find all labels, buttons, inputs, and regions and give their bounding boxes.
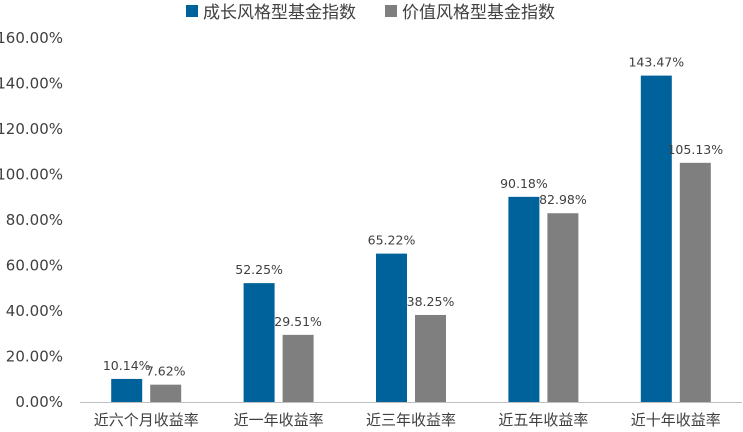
x-category-label: 近一年收益率 bbox=[234, 411, 324, 429]
x-category-label: 近十年收益率 bbox=[631, 411, 721, 429]
bar-series1-3 bbox=[376, 253, 407, 402]
y-axis: 0.00% 20.00% 40.00% 60.00% 80.00% 100.00% 120.… bbox=[0, 29, 63, 411]
bar-series1-1 bbox=[111, 378, 143, 402]
bars bbox=[111, 75, 711, 403]
bar-series1-5 bbox=[640, 75, 672, 403]
data-labels: 10.14%7.62% 52.25% 29.51% 65.22% 38.25% 90.18… bbox=[103, 55, 723, 379]
bar-series1-2 bbox=[243, 283, 275, 402]
y-tick-label: 20.00% bbox=[6, 348, 63, 366]
y-tick-label: 160.00% bbox=[0, 29, 63, 47]
data-label-series1-2: 52.25% bbox=[235, 262, 283, 277]
legend-label-2: 价值风格型基金指数 bbox=[402, 3, 555, 23]
data-label-series2-1: 7.62% bbox=[146, 364, 186, 379]
data-label-series2-5: 105.13% bbox=[667, 142, 723, 157]
y-tick-label: 60.00% bbox=[6, 257, 63, 275]
data-label-series2-4: 82.98% bbox=[539, 192, 587, 207]
y-tick-label: 40.00% bbox=[6, 302, 63, 320]
y-tick-label: 120.00% bbox=[0, 120, 63, 138]
data-label-series1-4: 90.18% bbox=[500, 176, 548, 191]
bar-series2-2 bbox=[282, 334, 314, 402]
legend-label-1: 成长风格型基金指数 bbox=[203, 3, 356, 23]
x-category-label: 近三年收益率 bbox=[366, 411, 456, 429]
legend-swatch-2 bbox=[385, 5, 397, 17]
y-tick-label: 0.00% bbox=[15, 393, 63, 411]
legend: 成长风格型基金指数 价值风格型基金指数 bbox=[186, 3, 555, 23]
data-label-series1-1: 10.14% bbox=[103, 358, 151, 373]
y-tick-label: 80.00% bbox=[6, 211, 63, 229]
bar-series2-3 bbox=[415, 314, 446, 402]
x-category-label: 近六个月收益率 bbox=[94, 411, 199, 429]
bar-series2-4 bbox=[547, 213, 579, 402]
data-label-series1-3: 65.22% bbox=[368, 233, 416, 248]
x-axis: 近六个月收益率 近一年收益率 近三年收益率 近五年收益率 近十年收益率 bbox=[80, 402, 742, 429]
bar-series2-5 bbox=[679, 162, 711, 402]
bar-series1-4 bbox=[508, 196, 540, 402]
x-category-label: 近五年收益率 bbox=[498, 411, 588, 429]
y-tick-label: 140.00% bbox=[0, 75, 63, 93]
legend-swatch-1 bbox=[186, 5, 198, 17]
data-label-series2-2: 29.51% bbox=[274, 314, 322, 329]
bar-series2-1 bbox=[150, 384, 182, 402]
y-tick-label: 100.00% bbox=[0, 166, 63, 184]
data-label-series2-3: 38.25% bbox=[407, 294, 455, 309]
data-label-series1-5: 143.47% bbox=[628, 55, 684, 70]
